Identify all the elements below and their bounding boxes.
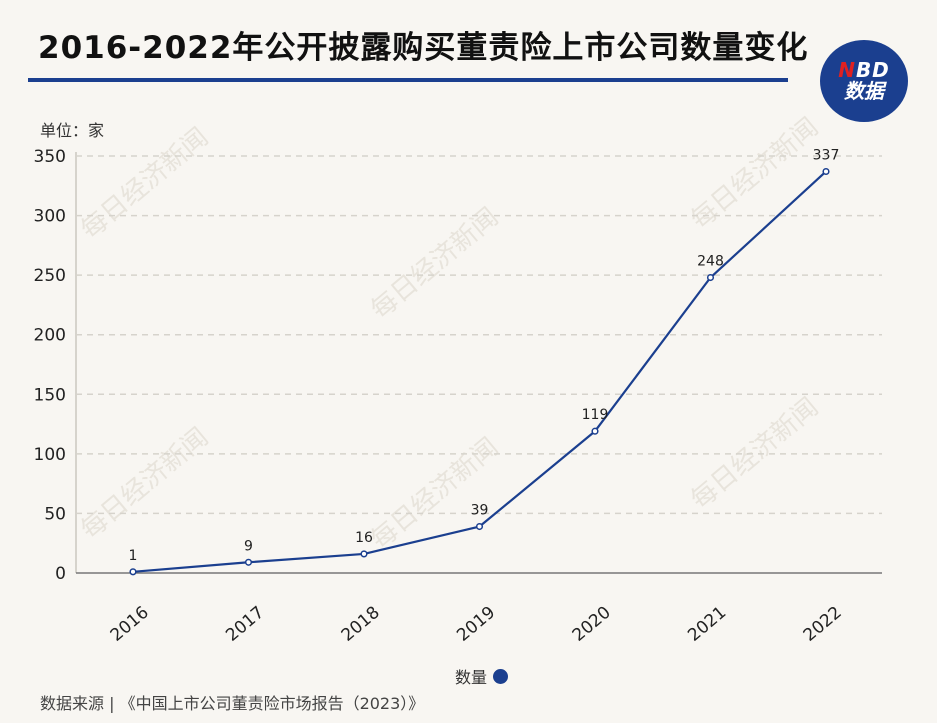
data-label-2021: 248 — [697, 254, 724, 270]
logo-text-top: NBD — [838, 58, 890, 82]
x-tick-label-2021: 2021 — [684, 603, 730, 646]
y-tick-label-350: 350 — [34, 147, 66, 167]
y-tick-label-250: 250 — [34, 266, 66, 286]
data-label-2020: 119 — [582, 407, 609, 423]
data-label-2022: 337 — [813, 147, 840, 163]
legend-marker — [493, 668, 509, 684]
legend: 数量 — [455, 664, 509, 688]
data-point-2020 — [591, 427, 599, 435]
nbd-logo: NBD 数据 — [820, 40, 908, 122]
watermark-1: 每日经济新闻 — [365, 202, 504, 325]
y-tick-label-200: 200 — [34, 326, 66, 346]
x-tick-label-2017: 2017 — [222, 603, 268, 646]
data-point-2019 — [475, 522, 484, 531]
unit-label: 单位：家 — [40, 121, 105, 140]
data-point-2017 — [244, 558, 253, 566]
data-source: 数据来源 | 《中国上市公司董责险市场报告（2023）》 — [40, 694, 425, 713]
y-tick-label-300: 300 — [34, 207, 66, 227]
data-label-2018: 16 — [355, 530, 373, 546]
chart-title: 2016-2022年公开披露购买董责险上市公司数量变化 — [38, 30, 809, 66]
legend-label: 数量 — [455, 668, 488, 687]
data-point-2022 — [822, 167, 830, 176]
x-tick-label-2022: 2022 — [800, 603, 846, 646]
watermark-5: 每日经济新闻 — [75, 122, 214, 245]
x-tick-label-2019: 2019 — [453, 603, 499, 646]
data-point-2021 — [706, 273, 715, 282]
x-tick-label-2016: 2016 — [107, 603, 153, 646]
data-point-2018 — [360, 550, 368, 558]
data-label-2016: 1 — [129, 548, 138, 564]
data-label-2017: 9 — [244, 538, 253, 554]
watermark-0: 每日经济新闻 — [75, 422, 214, 545]
y-tick-label-100: 100 — [34, 445, 66, 465]
data-label-2019: 39 — [471, 503, 489, 519]
y-tick-label-0: 0 — [55, 564, 66, 584]
watermark-3: 每日经济新闻 — [685, 112, 824, 235]
logo-text-bottom: 数据 — [844, 79, 884, 103]
y-tick-label-50: 50 — [44, 504, 66, 524]
x-tick-label-2020: 2020 — [569, 603, 615, 646]
x-tick-label-2018: 2018 — [338, 603, 384, 646]
data-point-2016 — [129, 568, 137, 576]
title-underline — [28, 78, 788, 82]
y-tick-label-150: 150 — [34, 385, 66, 405]
